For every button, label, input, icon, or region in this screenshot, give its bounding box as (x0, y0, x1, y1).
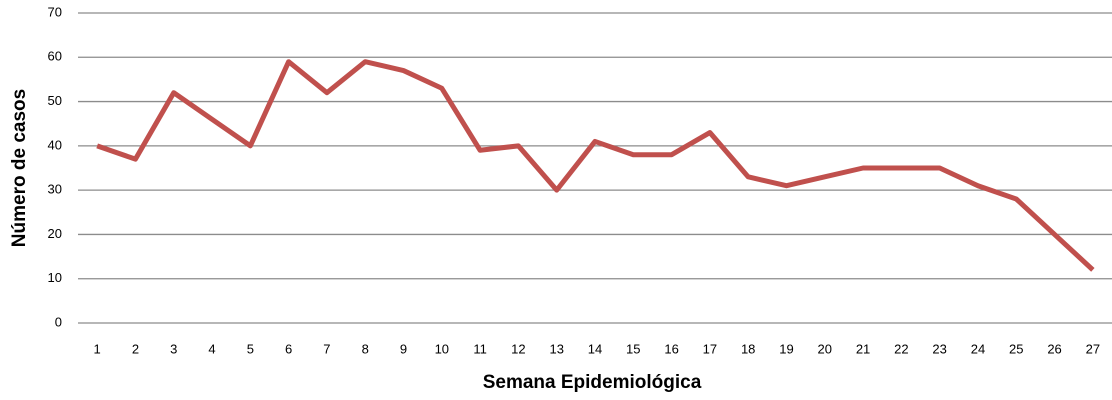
x-tick-label: 3 (170, 341, 177, 356)
x-tick-label: 24 (971, 341, 985, 356)
y-tick-label: 30 (48, 182, 62, 197)
y-tick-label: 40 (48, 137, 62, 152)
x-tick-label: 15 (626, 341, 640, 356)
x-tick-label: 9 (400, 341, 407, 356)
x-tick-label: 21 (856, 341, 870, 356)
x-tick-label: 13 (549, 341, 563, 356)
x-tick-label: 23 (932, 341, 946, 356)
x-tick-label: 11 (473, 341, 487, 356)
data-line (96, 59, 1095, 272)
x-tick-label: 16 (664, 341, 678, 356)
x-axis-title: Semana Epidemiológica (483, 372, 702, 393)
x-tick-label: 1 (94, 341, 101, 356)
x-tick-label: 14 (588, 341, 602, 356)
x-tick-label: 19 (779, 341, 793, 356)
x-tick-label: 5 (247, 341, 254, 356)
y-tick-label: 20 (48, 226, 62, 241)
x-tick-label: 6 (285, 341, 292, 356)
x-tick-label: 12 (511, 341, 525, 356)
x-tick-label: 20 (818, 341, 832, 356)
x-tick-label: 18 (741, 341, 755, 356)
y-tick-label: 50 (48, 93, 62, 108)
y-tick-label: 60 (48, 49, 62, 64)
x-tick-label: 10 (435, 341, 449, 356)
x-tick-label: 26 (1047, 341, 1061, 356)
y-tick-label: 70 (48, 4, 62, 19)
x-tick-label: 22 (894, 341, 908, 356)
x-tick-label: 27 (1086, 341, 1100, 356)
x-tick-label: 8 (362, 341, 369, 356)
y-tick-label: 0 (55, 314, 62, 329)
y-axis-title: Número de casos (9, 89, 30, 247)
y-tick-label: 10 (48, 270, 62, 285)
x-tick-label: 25 (1009, 341, 1023, 356)
x-tick-label: 7 (323, 341, 330, 356)
x-tick-label: 17 (703, 341, 717, 356)
x-tick-label: 2 (132, 341, 139, 356)
x-tick-label: 4 (208, 341, 215, 356)
